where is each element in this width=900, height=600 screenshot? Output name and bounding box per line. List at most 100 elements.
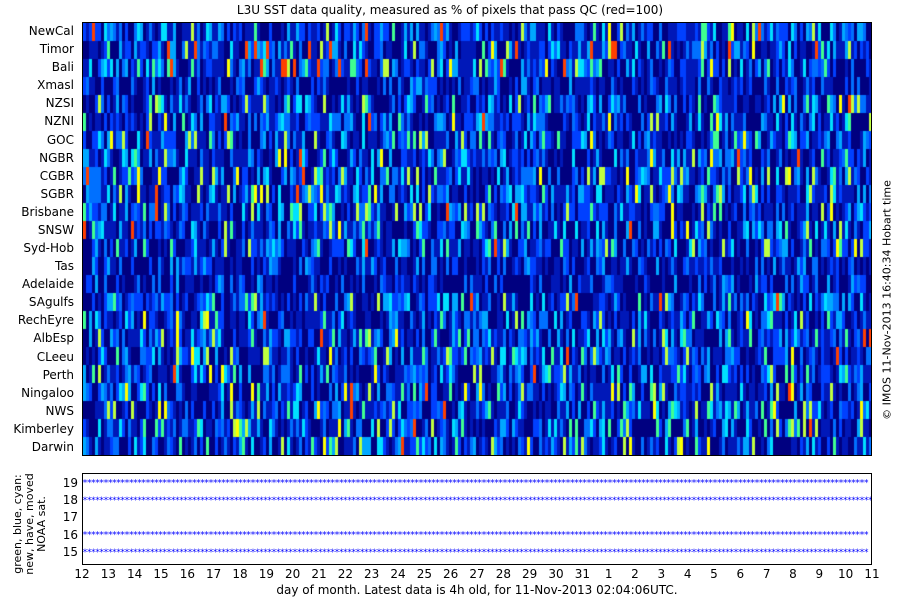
satellite-point: * (482, 531, 487, 541)
satellite-point: * (457, 548, 462, 558)
satellite-point: * (205, 531, 210, 541)
satellite-point: * (545, 548, 550, 558)
satellite-point: * (125, 531, 130, 541)
satellite-point: * (284, 496, 289, 506)
satellite-point: * (717, 531, 722, 541)
satellite-point: * (444, 479, 449, 489)
satellite-point: * (368, 531, 373, 541)
satellite-point: * (486, 531, 491, 541)
satellite-point: * (423, 531, 428, 541)
satellite-point: * (826, 496, 831, 506)
satellite-point: * (347, 548, 352, 558)
satellite-point: * (209, 479, 214, 489)
x-tick-label: 15 (153, 567, 169, 581)
satellite-point: * (860, 531, 865, 541)
satellite-point: * (490, 479, 495, 489)
satellite-point: * (822, 548, 827, 558)
satellite-point: * (847, 479, 852, 489)
satellite-point: * (734, 548, 739, 558)
satellite-point: * (427, 531, 432, 541)
satellite-point: * (255, 479, 260, 489)
satellite-point: * (238, 548, 243, 558)
satellite-point: * (352, 479, 357, 489)
satellite-point: * (339, 531, 344, 541)
satellite-point: * (721, 548, 726, 558)
satellite-point: * (730, 479, 735, 489)
satellite-point: * (331, 531, 336, 541)
satellite-point: * (196, 548, 201, 558)
satellite-point: * (213, 548, 218, 558)
satellite-point: * (188, 548, 193, 558)
satellite-point: * (520, 531, 525, 541)
satellite-point: * (184, 496, 189, 506)
satellite-point: * (461, 531, 466, 541)
satellite-point: * (356, 531, 361, 541)
satellite-point: * (154, 496, 159, 506)
satellite-point: * (780, 548, 785, 558)
satellite-point: * (599, 548, 604, 558)
x-tick-label: 7 (762, 567, 771, 581)
satellite-point: * (608, 531, 613, 541)
satellite-point: * (818, 531, 823, 541)
satellite-point: * (591, 548, 596, 558)
site-label: Timor (39, 42, 74, 57)
satellite-point: * (305, 496, 310, 506)
satellite-point: * (137, 479, 142, 489)
satellite-point: * (83, 531, 88, 541)
satellite-point: * (847, 548, 852, 558)
satellite-point: * (360, 496, 365, 506)
satellite-point: * (465, 531, 470, 541)
satellite-point: * (511, 531, 516, 541)
satellite-point: * (179, 496, 184, 506)
x-tick-label: 4 (683, 567, 692, 581)
satellite-point: * (557, 479, 562, 489)
satellite-point: * (431, 496, 436, 506)
satellite-scatter-svg: * * * * * * * * * * * * * * * * * * * * * * * * * * * * * * * * * * * * * * * *… (83, 479, 871, 558)
satellite-point: * (289, 531, 294, 541)
satellite-point: * (650, 496, 655, 506)
x-tick-label: 25 (416, 567, 432, 581)
satellite-point: * (427, 548, 432, 558)
satellite-point: * (809, 496, 814, 506)
satellite-point: * (763, 496, 768, 506)
satellite-point: * (457, 531, 462, 541)
satellite-point: * (675, 496, 680, 506)
satellite-point: * (860, 496, 865, 506)
satellite-point: * (318, 496, 323, 506)
satellite-point: * (87, 479, 92, 489)
satellite-point: * (331, 548, 336, 558)
satellite-point: * (297, 548, 302, 558)
satellite-point: * (688, 496, 693, 506)
satellite-point: * (121, 548, 126, 558)
satellite-point: * (725, 479, 730, 489)
satellite-point: * (738, 496, 743, 506)
satellite-point: * (368, 496, 373, 506)
satellite-point: * (746, 496, 751, 506)
site-label: Tas (55, 259, 74, 274)
satellite-point: * (746, 479, 751, 489)
satellite-point: * (612, 548, 617, 558)
satellite-point: * (121, 479, 126, 489)
x-tick-label: 28 (495, 567, 511, 581)
satellite-point: * (326, 548, 331, 558)
satellite-point: * (595, 496, 600, 506)
satellite-point: * (478, 531, 483, 541)
site-label: GOC (46, 132, 74, 147)
satellite-point: * (604, 548, 609, 558)
satellite-point: * (402, 548, 407, 558)
satellite-point: * (263, 531, 268, 541)
satellite-point: * (763, 479, 768, 489)
satellite-point: * (835, 531, 840, 541)
satellite-point: * (339, 548, 344, 558)
satellite-point: * (125, 496, 130, 506)
satellite-point: * (541, 531, 546, 541)
satellite-point: * (431, 531, 436, 541)
satellite-point: * (469, 531, 474, 541)
satellite-point: * (637, 496, 642, 506)
satellite-point: * (667, 548, 672, 558)
satellite-point: * (507, 531, 512, 541)
satellite-point: * (788, 531, 793, 541)
satellite-point: * (755, 531, 760, 541)
satellite-point: * (725, 548, 730, 558)
satellite-point: * (776, 531, 781, 541)
